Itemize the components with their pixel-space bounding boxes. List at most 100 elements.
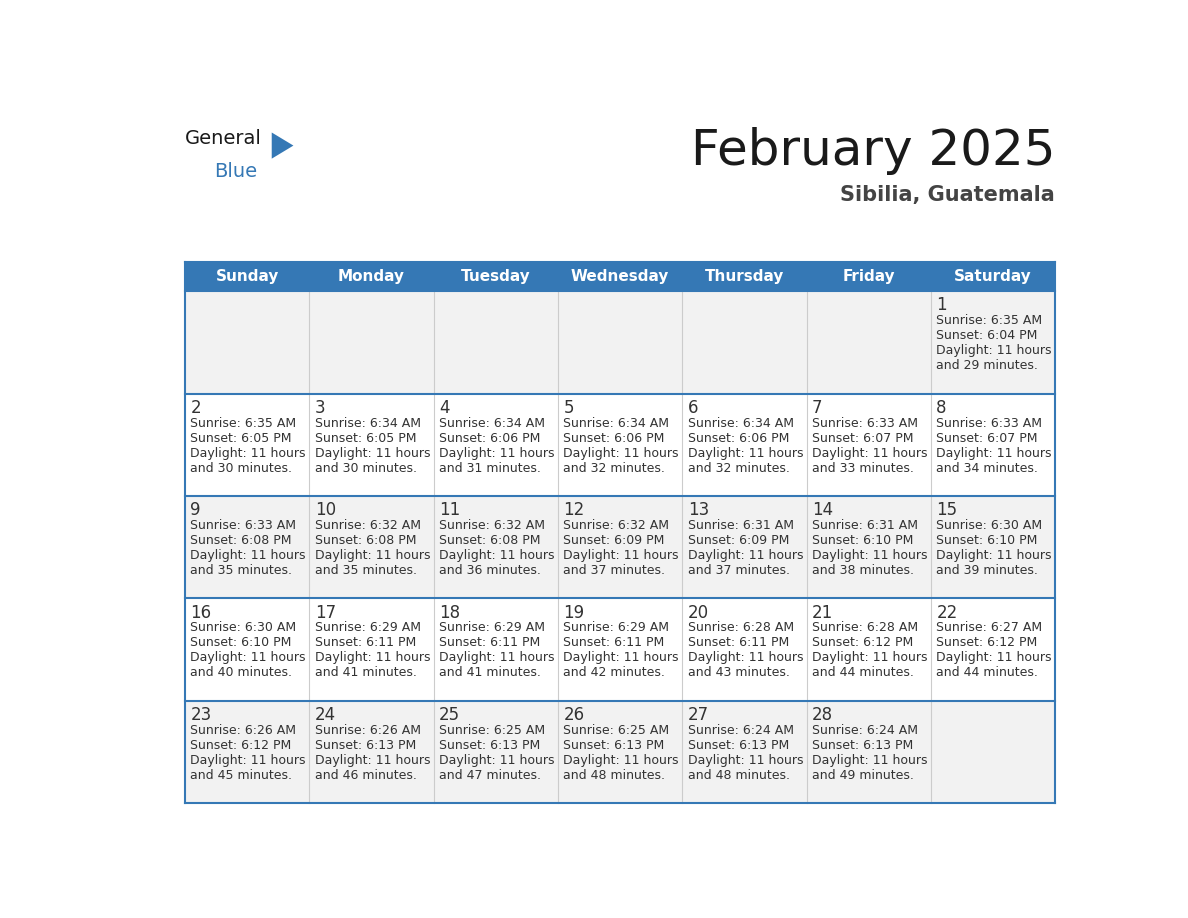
- Text: Sunset: 6:10 PM: Sunset: 6:10 PM: [936, 534, 1037, 547]
- Text: Daylight: 11 hours: Daylight: 11 hours: [440, 754, 555, 767]
- Text: February 2025: February 2025: [690, 127, 1055, 175]
- Text: Sunrise: 6:31 AM: Sunrise: 6:31 AM: [688, 519, 794, 532]
- Text: Sunset: 6:11 PM: Sunset: 6:11 PM: [563, 636, 664, 649]
- Text: Sunset: 6:06 PM: Sunset: 6:06 PM: [688, 431, 789, 444]
- Text: and 41 minutes.: and 41 minutes.: [440, 666, 541, 679]
- Text: Daylight: 11 hours: Daylight: 11 hours: [190, 652, 305, 665]
- Text: Daylight: 11 hours: Daylight: 11 hours: [563, 754, 678, 767]
- Text: Sunrise: 6:32 AM: Sunrise: 6:32 AM: [440, 519, 545, 532]
- Text: Daylight: 11 hours: Daylight: 11 hours: [813, 447, 928, 460]
- Text: Sunrise: 6:32 AM: Sunrise: 6:32 AM: [315, 519, 421, 532]
- Text: 3: 3: [315, 399, 326, 417]
- Text: Monday: Monday: [337, 269, 405, 284]
- Text: 25: 25: [440, 706, 460, 724]
- Bar: [185, 496, 1055, 599]
- Text: Daylight: 11 hours: Daylight: 11 hours: [190, 549, 305, 562]
- Text: Sunset: 6:06 PM: Sunset: 6:06 PM: [440, 431, 541, 444]
- Bar: [185, 291, 1055, 394]
- Text: Blue: Blue: [214, 162, 258, 181]
- Text: 18: 18: [440, 604, 460, 621]
- Text: Sunrise: 6:35 AM: Sunrise: 6:35 AM: [190, 417, 297, 430]
- Text: Sunset: 6:10 PM: Sunset: 6:10 PM: [813, 534, 914, 547]
- Text: Daylight: 11 hours: Daylight: 11 hours: [688, 754, 803, 767]
- Text: Sunset: 6:13 PM: Sunset: 6:13 PM: [688, 739, 789, 752]
- Text: 24: 24: [315, 706, 336, 724]
- Text: and 41 minutes.: and 41 minutes.: [315, 666, 417, 679]
- Text: and 37 minutes.: and 37 minutes.: [688, 564, 790, 577]
- Text: Friday: Friday: [842, 269, 895, 284]
- Text: 1: 1: [936, 297, 947, 315]
- Text: Sunrise: 6:33 AM: Sunrise: 6:33 AM: [936, 417, 1042, 430]
- Text: Sunrise: 6:29 AM: Sunrise: 6:29 AM: [440, 621, 545, 634]
- Text: Sunrise: 6:28 AM: Sunrise: 6:28 AM: [688, 621, 794, 634]
- Text: 6: 6: [688, 399, 699, 417]
- Text: Sunrise: 6:25 AM: Sunrise: 6:25 AM: [563, 724, 670, 737]
- Text: Saturday: Saturday: [954, 269, 1032, 284]
- Text: Sunrise: 6:34 AM: Sunrise: 6:34 AM: [440, 417, 545, 430]
- Text: and 33 minutes.: and 33 minutes.: [813, 462, 914, 475]
- Text: 27: 27: [688, 706, 709, 724]
- Text: Sunrise: 6:30 AM: Sunrise: 6:30 AM: [190, 621, 297, 634]
- Text: 17: 17: [315, 604, 336, 621]
- Text: Daylight: 11 hours: Daylight: 11 hours: [315, 549, 430, 562]
- Text: Daylight: 11 hours: Daylight: 11 hours: [563, 652, 678, 665]
- Text: and 32 minutes.: and 32 minutes.: [563, 462, 665, 475]
- Text: Sunset: 6:04 PM: Sunset: 6:04 PM: [936, 330, 1037, 342]
- Text: Sunset: 6:11 PM: Sunset: 6:11 PM: [440, 636, 541, 649]
- Bar: [185, 599, 1055, 700]
- Text: Sunrise: 6:30 AM: Sunrise: 6:30 AM: [936, 519, 1042, 532]
- Text: and 44 minutes.: and 44 minutes.: [813, 666, 914, 679]
- Text: 16: 16: [190, 604, 211, 621]
- Text: and 47 minutes.: and 47 minutes.: [440, 769, 541, 782]
- Text: 23: 23: [190, 706, 211, 724]
- Text: Sibilia, Guatemala: Sibilia, Guatemala: [840, 185, 1055, 205]
- Text: 15: 15: [936, 501, 958, 520]
- Text: Daylight: 11 hours: Daylight: 11 hours: [936, 447, 1051, 460]
- Text: Sunset: 6:08 PM: Sunset: 6:08 PM: [315, 534, 416, 547]
- Text: Sunset: 6:08 PM: Sunset: 6:08 PM: [190, 534, 292, 547]
- Text: Sunset: 6:11 PM: Sunset: 6:11 PM: [688, 636, 789, 649]
- Text: Sunset: 6:12 PM: Sunset: 6:12 PM: [813, 636, 914, 649]
- Text: and 30 minutes.: and 30 minutes.: [190, 462, 292, 475]
- Text: Sunrise: 6:34 AM: Sunrise: 6:34 AM: [688, 417, 794, 430]
- Text: Sunset: 6:13 PM: Sunset: 6:13 PM: [315, 739, 416, 752]
- Text: Sunrise: 6:26 AM: Sunrise: 6:26 AM: [315, 724, 421, 737]
- Text: and 34 minutes.: and 34 minutes.: [936, 462, 1038, 475]
- Text: Daylight: 11 hours: Daylight: 11 hours: [190, 754, 305, 767]
- Text: Daylight: 11 hours: Daylight: 11 hours: [813, 549, 928, 562]
- Text: 2: 2: [190, 399, 201, 417]
- Text: 10: 10: [315, 501, 336, 520]
- Text: Sunrise: 6:33 AM: Sunrise: 6:33 AM: [190, 519, 296, 532]
- Text: Daylight: 11 hours: Daylight: 11 hours: [936, 549, 1051, 562]
- Text: Daylight: 11 hours: Daylight: 11 hours: [315, 652, 430, 665]
- Text: 22: 22: [936, 604, 958, 621]
- Text: and 30 minutes.: and 30 minutes.: [315, 462, 417, 475]
- Text: Sunrise: 6:34 AM: Sunrise: 6:34 AM: [315, 417, 421, 430]
- Text: Sunset: 6:06 PM: Sunset: 6:06 PM: [563, 431, 665, 444]
- Text: Daylight: 11 hours: Daylight: 11 hours: [440, 549, 555, 562]
- Text: Sunrise: 6:33 AM: Sunrise: 6:33 AM: [813, 417, 918, 430]
- Text: Sunrise: 6:27 AM: Sunrise: 6:27 AM: [936, 621, 1042, 634]
- Text: and 44 minutes.: and 44 minutes.: [936, 666, 1038, 679]
- Text: Sunset: 6:07 PM: Sunset: 6:07 PM: [813, 431, 914, 444]
- Text: Sunset: 6:13 PM: Sunset: 6:13 PM: [440, 739, 541, 752]
- Text: Sunday: Sunday: [215, 269, 279, 284]
- Text: Daylight: 11 hours: Daylight: 11 hours: [936, 344, 1051, 357]
- Text: and 31 minutes.: and 31 minutes.: [440, 462, 541, 475]
- Text: Sunrise: 6:26 AM: Sunrise: 6:26 AM: [190, 724, 296, 737]
- Text: and 35 minutes.: and 35 minutes.: [315, 564, 417, 577]
- Text: Sunset: 6:11 PM: Sunset: 6:11 PM: [315, 636, 416, 649]
- Text: Daylight: 11 hours: Daylight: 11 hours: [315, 754, 430, 767]
- Text: Sunrise: 6:29 AM: Sunrise: 6:29 AM: [563, 621, 669, 634]
- Text: Daylight: 11 hours: Daylight: 11 hours: [688, 549, 803, 562]
- Text: 14: 14: [813, 501, 833, 520]
- Text: Daylight: 11 hours: Daylight: 11 hours: [563, 447, 678, 460]
- Text: and 46 minutes.: and 46 minutes.: [315, 769, 417, 782]
- Text: and 38 minutes.: and 38 minutes.: [813, 564, 914, 577]
- Text: and 39 minutes.: and 39 minutes.: [936, 564, 1038, 577]
- Text: Sunrise: 6:24 AM: Sunrise: 6:24 AM: [688, 724, 794, 737]
- Text: 8: 8: [936, 399, 947, 417]
- Text: and 43 minutes.: and 43 minutes.: [688, 666, 790, 679]
- Text: Sunset: 6:13 PM: Sunset: 6:13 PM: [563, 739, 664, 752]
- Text: Daylight: 11 hours: Daylight: 11 hours: [440, 447, 555, 460]
